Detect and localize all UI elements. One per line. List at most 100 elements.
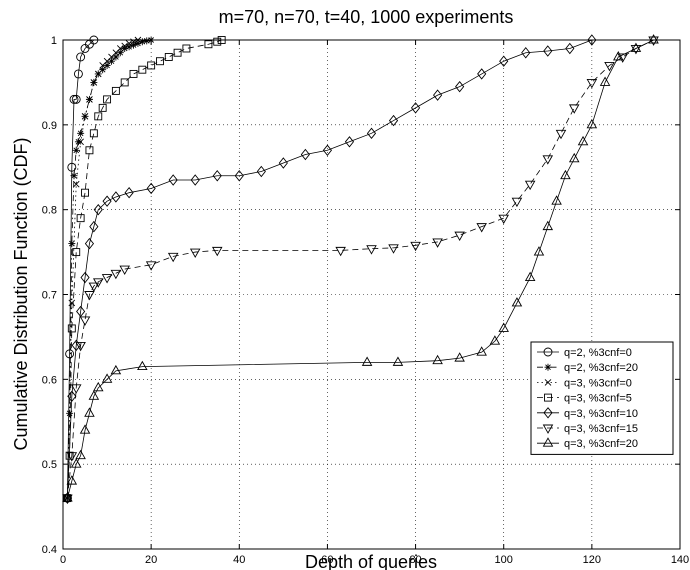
y-tick-label: 0.6 [42, 374, 57, 386]
y-axis-label: Cumulative Distribution Function (CDF) [11, 137, 31, 450]
data-point [551, 195, 562, 205]
data-point [568, 104, 580, 114]
data-point [103, 61, 111, 69]
data-point [121, 42, 129, 50]
data-point [116, 45, 124, 52]
legend-label: q=2, %3cnf=20 [564, 362, 638, 374]
data-point [84, 237, 95, 250]
data-point [565, 42, 575, 55]
data-point [121, 44, 129, 52]
series-5 [62, 36, 659, 505]
data-point [120, 78, 129, 87]
data-point [79, 316, 91, 326]
data-point [88, 390, 100, 400]
data-point [80, 271, 90, 284]
x-tick-label: 80 [409, 554, 421, 566]
data-point [542, 155, 554, 165]
data-point [107, 57, 115, 65]
series-0 [62, 35, 99, 503]
data-point [410, 102, 421, 114]
x-tick-label: 20 [145, 554, 157, 566]
data-point [98, 103, 107, 112]
data-point [617, 53, 628, 63]
data-point [68, 240, 76, 248]
data-point [599, 76, 611, 86]
data-point [167, 252, 179, 263]
legend-item: q=3, %3cnf=15 [537, 423, 638, 435]
data-point [75, 341, 86, 352]
data-point [67, 324, 76, 333]
data-point [543, 45, 553, 57]
data-point [70, 172, 78, 180]
data-point [521, 47, 531, 59]
series-layer [62, 34, 659, 505]
data-point [498, 322, 509, 332]
legend-label: q=3, %3cnf=0 [564, 377, 632, 389]
data-point [432, 238, 443, 248]
data-point [388, 244, 399, 254]
data-point [81, 113, 89, 120]
data-point [99, 66, 107, 74]
x-tick-label: 140 [671, 554, 689, 566]
data-point [69, 94, 79, 104]
chart-title: m=70, n=70, t=40, 1000 experiments [219, 7, 514, 27]
data-point [67, 390, 77, 403]
data-point [71, 339, 81, 352]
y-tick-label: 1 [51, 35, 57, 47]
data-point [361, 356, 373, 366]
data-point [489, 335, 501, 345]
data-point [156, 57, 164, 66]
data-point [613, 51, 624, 61]
data-point [143, 37, 151, 45]
y-tick-label: 0.7 [42, 290, 57, 302]
data-point [498, 214, 509, 225]
data-point [344, 136, 355, 148]
x-tick-label: 0 [60, 554, 66, 566]
data-point [72, 248, 81, 257]
data-point [72, 146, 80, 154]
data-point [66, 409, 74, 417]
data-point [66, 475, 78, 485]
data-point [524, 180, 536, 191]
legend-marker [542, 437, 554, 447]
legend-marker [543, 347, 553, 357]
data-point [555, 129, 567, 140]
legend-item: q=2, %3cnf=20 [537, 362, 638, 374]
data-point [138, 38, 146, 46]
data-point [73, 69, 83, 79]
legend-label: q=3, %3cnf=20 [564, 438, 638, 450]
data-point [168, 174, 178, 186]
data-point [577, 135, 589, 146]
series-line [67, 39, 222, 499]
data-point [77, 129, 85, 137]
data-point [560, 169, 571, 180]
data-point [74, 138, 82, 146]
data-point [211, 246, 223, 257]
legend-label: q=3, %3cnf=15 [564, 423, 638, 435]
data-point [511, 297, 523, 307]
data-point [256, 165, 266, 178]
data-point [568, 152, 580, 163]
data-point [116, 49, 124, 57]
data-point [70, 384, 82, 394]
legend-box [530, 341, 674, 455]
data-point [189, 248, 201, 259]
legend-label: q=2, %3cnf=0 [564, 347, 632, 359]
y-tick-label: 0.8 [42, 205, 57, 217]
data-point [604, 62, 615, 72]
legend-marker [544, 379, 552, 386]
data-point [62, 492, 73, 502]
data-point [410, 241, 421, 252]
legend-label: q=3, %3cnf=5 [564, 393, 632, 405]
series-line [67, 39, 654, 499]
axis-ticks: 0 20 40 60 80 100 120 140 0.4 0.5 0.6 0.7 0.8 0.9 1 [42, 35, 689, 566]
data-point [75, 449, 86, 460]
legend-marker [543, 407, 553, 419]
data-point [454, 352, 465, 362]
data-point [62, 494, 73, 505]
data-point [366, 245, 377, 255]
y-tick-label: 0.5 [42, 459, 57, 471]
data-point [72, 180, 80, 188]
data-point [86, 96, 93, 103]
